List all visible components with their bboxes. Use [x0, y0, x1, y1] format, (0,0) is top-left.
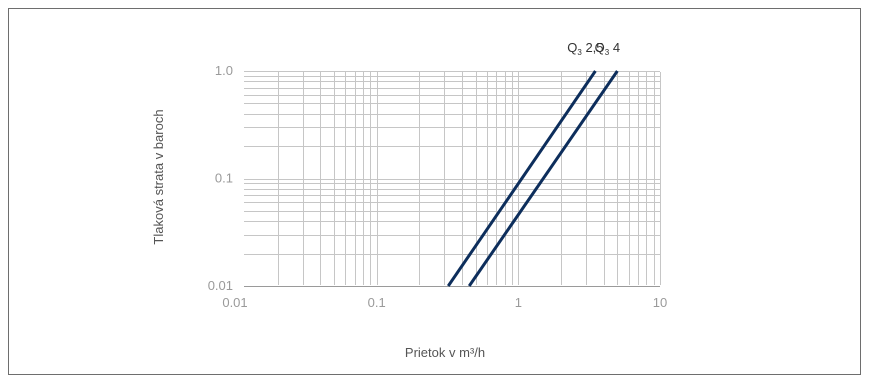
chart-frame: [8, 8, 861, 375]
x-tick-label: 1: [515, 295, 522, 310]
y-tick-label: 1.0: [215, 63, 233, 78]
series-label: Q3 2,5: [567, 40, 603, 57]
series-line: [467, 70, 619, 287]
y-tick-label: 0.01: [208, 278, 233, 293]
x-axis-label: Prietok v m³/h: [405, 345, 485, 360]
grid: [244, 71, 661, 287]
y-axis-label: Tlaková strata v baroch: [151, 109, 166, 244]
series-label: Q3 4: [595, 40, 620, 57]
x-tick-label: 10: [653, 295, 667, 310]
y-tick-label: 0.1: [215, 171, 233, 186]
x-tick-label: 0.01: [222, 295, 247, 310]
series-labels: Q3 2,5Q3 4: [567, 40, 620, 57]
series-line: [446, 70, 597, 287]
x-tick-label: 0.1: [368, 295, 386, 310]
tick-labels: 0.01 0.1 1 10 0.01 0.1 1.0: [208, 63, 668, 310]
series-lines: [446, 70, 619, 287]
